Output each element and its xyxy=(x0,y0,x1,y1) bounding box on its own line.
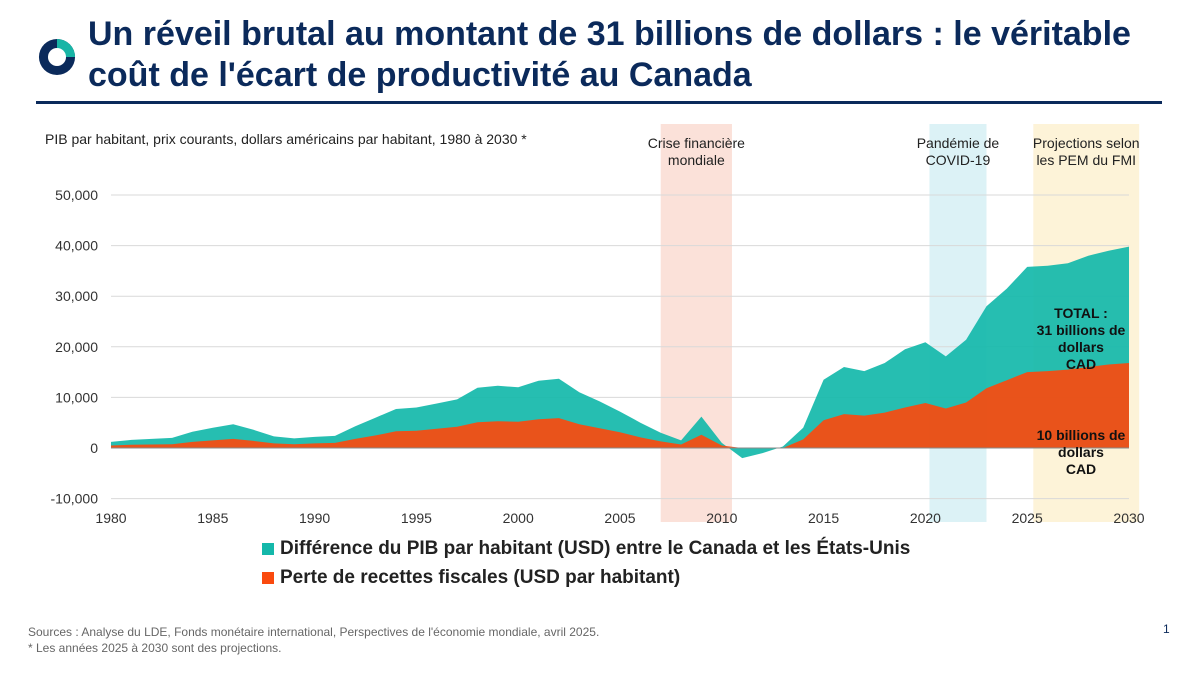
legend-swatch-gdp-gap xyxy=(262,543,274,555)
annotation-total: TOTAL :31 billions de dollars CAD xyxy=(1037,305,1126,372)
band-label-projection: Projections selon les PEM du FMI xyxy=(1033,135,1140,168)
sources-text: Sources : Analyse du LDE, Fonds monétair… xyxy=(28,625,600,639)
logo-icon xyxy=(38,38,76,76)
band-crisis xyxy=(660,124,732,522)
y-tick-label: 30,000 xyxy=(55,288,98,304)
projection-note: * Les années 2025 à 2030 sont des projec… xyxy=(28,641,282,655)
x-tick-label: 2015 xyxy=(808,510,839,526)
x-tick-label: 2020 xyxy=(910,510,941,526)
x-tick-label: 1980 xyxy=(95,510,126,526)
y-tick-label: 20,000 xyxy=(55,339,98,355)
title-divider xyxy=(36,101,1162,104)
band-label-covid: Pandémie de COVID-19 xyxy=(917,135,1000,168)
chart-subtitle: PIB par habitant, prix courants, dollars… xyxy=(45,131,527,147)
legend-label-gdp-gap: Différence du PIB par habitant (USD) ent… xyxy=(280,538,911,559)
annotations: TOTAL :31 billions de dollars CAD 10 billio… xyxy=(1037,305,1126,477)
y-tick-label: 0 xyxy=(90,440,98,456)
x-tick-label: 1995 xyxy=(401,510,432,526)
annotation-tax: 10 billions de dollars CAD xyxy=(1037,427,1126,477)
y-tick-label: 50,000 xyxy=(55,187,98,203)
area-chart: Crise financière mondiale Pandémie de COVID… xyxy=(51,124,1145,526)
page-number: 1 xyxy=(1163,622,1170,636)
x-tick-label: 1990 xyxy=(299,510,330,526)
legend-swatch-tax-loss xyxy=(262,572,274,584)
legend-item-gdp-gap: Différence du PIB par habitant (USD) ent… xyxy=(262,538,910,560)
y-axis: -10,000 0 10,000 20,000 30,000 40,000 50,000 xyxy=(51,187,99,507)
y-tick-label: -10,000 xyxy=(51,491,99,507)
band-label-crisis: Crise financière mondiale xyxy=(648,135,745,168)
area-gdp-gap xyxy=(111,246,1129,459)
page-title: Un réveil brutal au montant de 31 billio… xyxy=(88,15,1131,94)
x-tick-label: 1985 xyxy=(197,510,228,526)
x-tick-label: 2010 xyxy=(706,510,737,526)
area-tax-loss xyxy=(111,363,1129,448)
x-tick-label: 2030 xyxy=(1113,510,1144,526)
area-series xyxy=(111,246,1129,459)
x-tick-label: 2005 xyxy=(604,510,635,526)
x-axis: 1980 1985 1990 1995 2000 2005 2010 2015 2020 2025… xyxy=(95,447,1145,526)
legend-label-tax-loss: Perte de recettes fiscales (USD par habi… xyxy=(280,567,681,588)
y-tick-label: 40,000 xyxy=(55,238,98,254)
sources-note: Sources : Analyse du LDE, Fonds monétair… xyxy=(28,624,599,656)
x-tick-label: 2000 xyxy=(503,510,534,526)
x-tick-label: 2025 xyxy=(1012,510,1043,526)
legend-item-tax-loss: Perte de recettes fiscales (USD par habi… xyxy=(262,567,680,589)
y-tick-label: 10,000 xyxy=(55,389,98,405)
